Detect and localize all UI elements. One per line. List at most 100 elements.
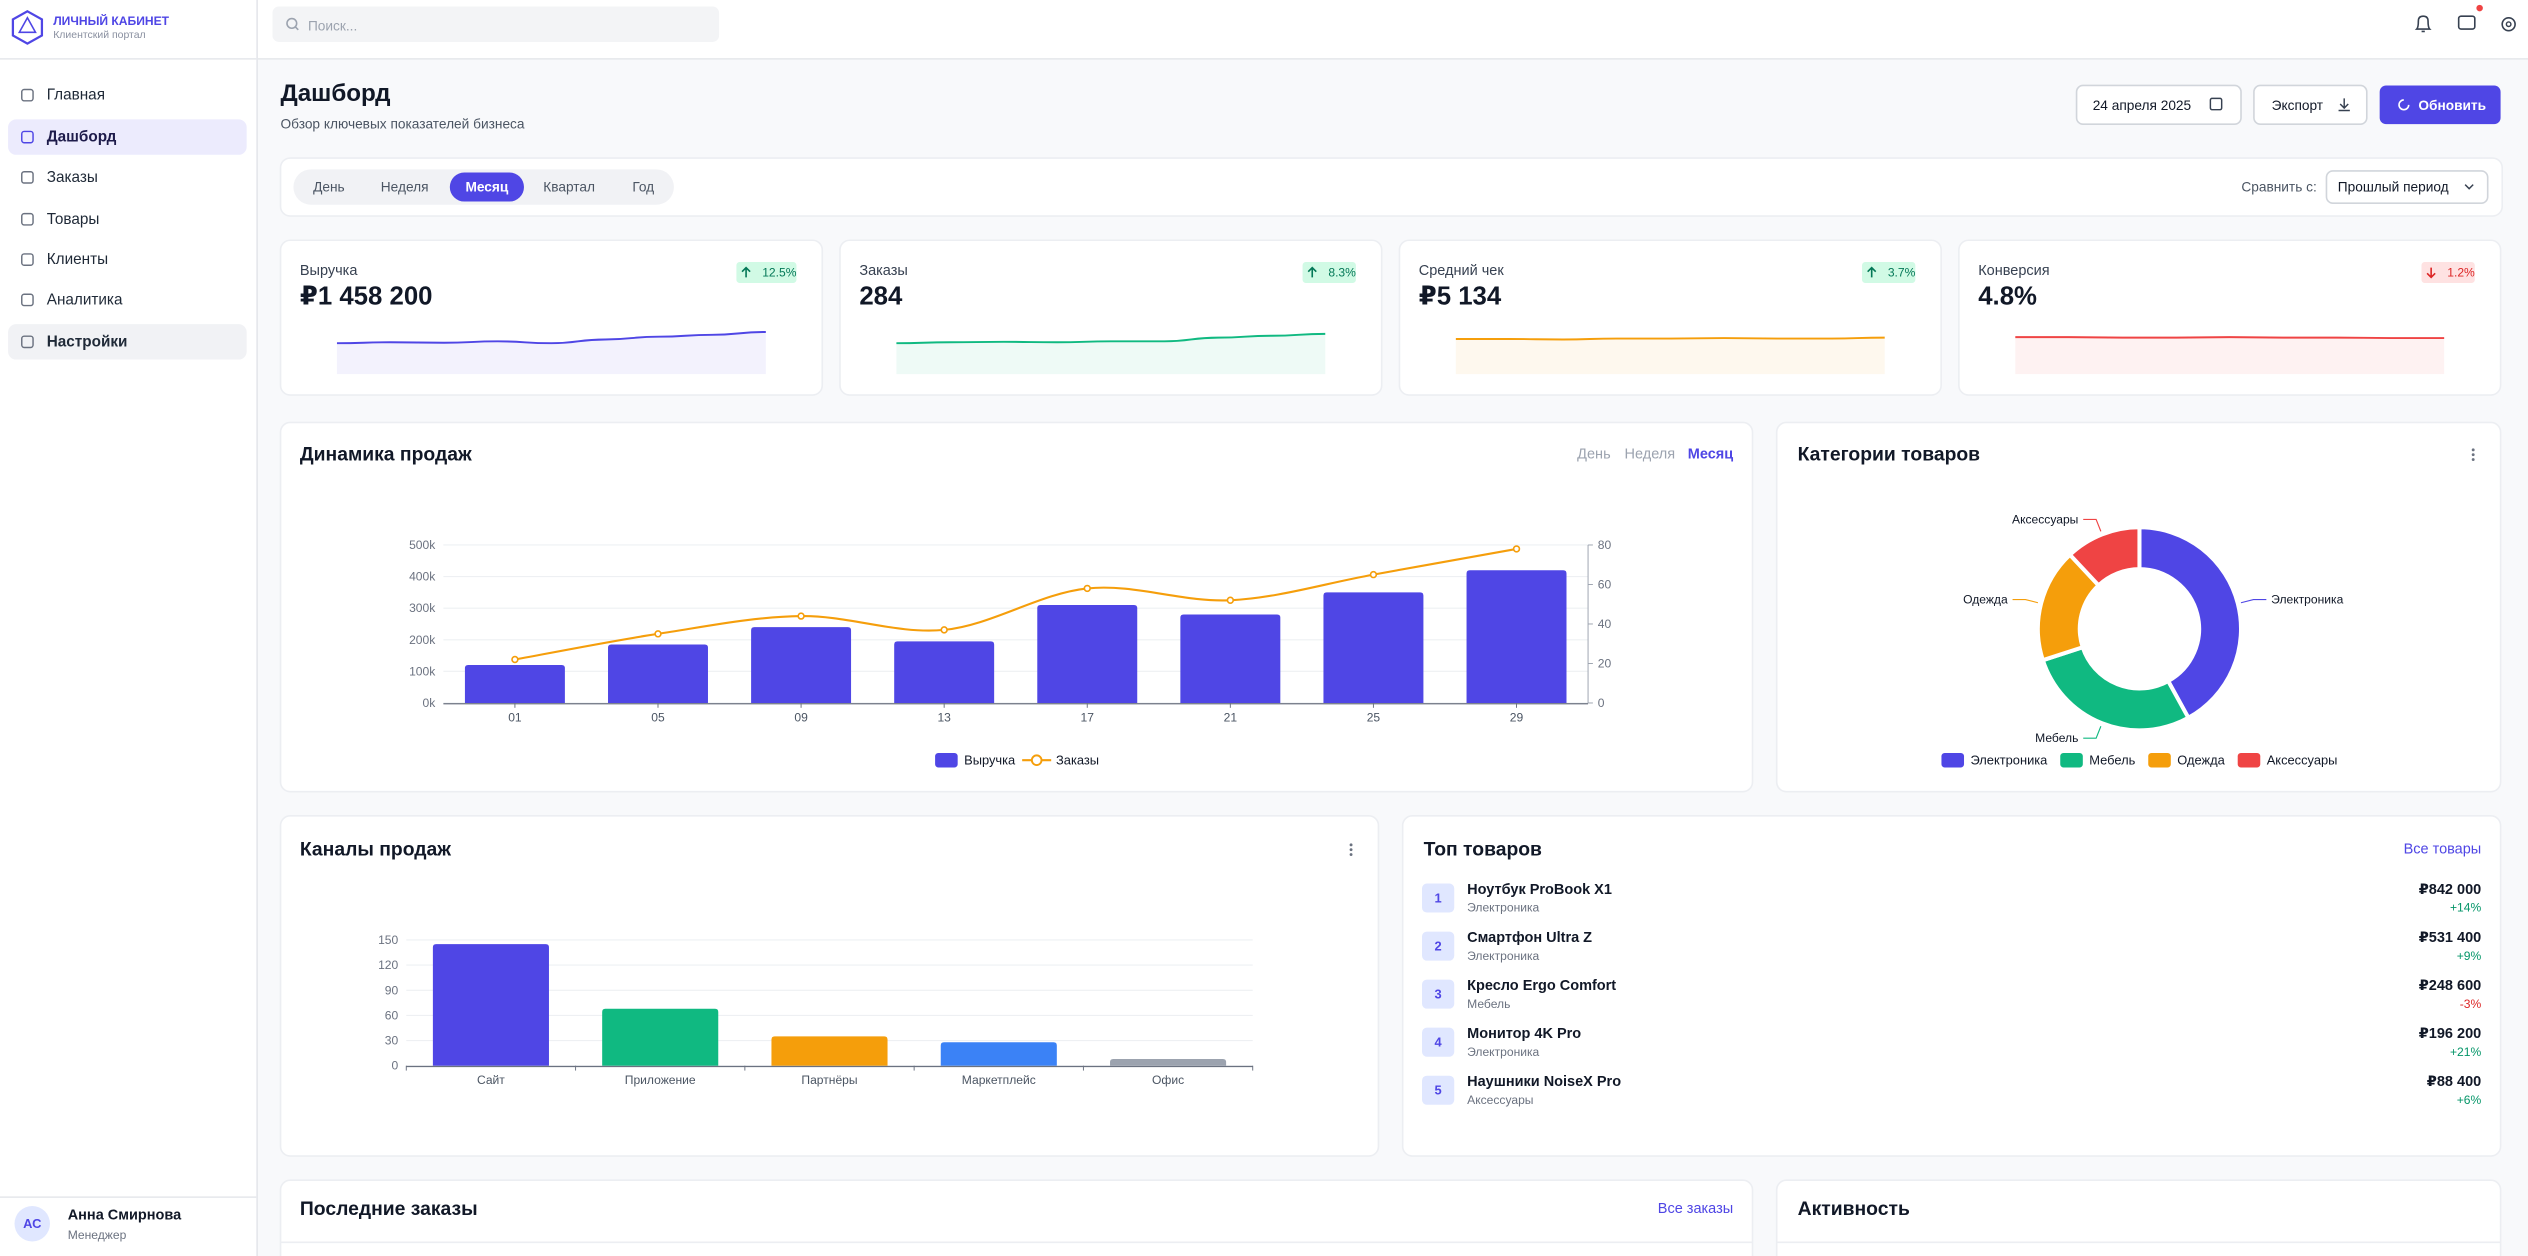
export-label[interactable]: Экспорт bbox=[2272, 98, 2324, 113]
search-icon bbox=[294, 26, 299, 31]
sparkline-area bbox=[1455, 337, 1885, 375]
product-row[interactable]: 2 Смартфон Ultra Z Электроника ₽531 400 +9% bbox=[1422, 930, 2482, 963]
bar bbox=[432, 944, 549, 1066]
x-tick-label: Партнёры bbox=[801, 1073, 857, 1087]
menu-dots[interactable] bbox=[2471, 448, 2475, 452]
menu-item[interactable]: Аналитика bbox=[21, 291, 123, 308]
chat-icon[interactable] bbox=[2457, 15, 2476, 30]
legend-label: Мебель bbox=[2089, 753, 2135, 768]
menu-icon bbox=[21, 130, 34, 144]
menu-label[interactable]: Главная bbox=[47, 87, 105, 104]
line-point bbox=[797, 612, 805, 620]
donut-slice bbox=[2067, 525, 2142, 588]
bar bbox=[751, 627, 852, 703]
menu-dots[interactable] bbox=[2471, 453, 2475, 457]
product-change: +14% bbox=[2450, 901, 2481, 915]
kpi-value: 284 bbox=[859, 283, 903, 311]
menu-hover-bg bbox=[8, 324, 247, 360]
date-button[interactable] bbox=[2075, 84, 2242, 125]
menu-label[interactable]: Аналитика bbox=[47, 291, 123, 308]
calendar-icon bbox=[2209, 97, 2223, 111]
period-tab[interactable]: Квартал bbox=[543, 180, 595, 195]
refresh-label[interactable]: Обновить bbox=[2418, 98, 2486, 113]
period-tab[interactable]: Месяц bbox=[465, 180, 508, 195]
bar bbox=[608, 644, 708, 703]
rank: 5 bbox=[1435, 1083, 1442, 1098]
card-link[interactable]: Все заказы bbox=[1658, 1201, 1733, 1217]
search-placeholder[interactable]: Поиск... bbox=[308, 18, 357, 33]
kpi-badge bbox=[736, 262, 797, 283]
menu-label[interactable]: Настройки bbox=[47, 333, 128, 350]
bar bbox=[940, 1042, 1057, 1066]
menu-item[interactable]: Главная bbox=[21, 87, 105, 104]
refresh-button[interactable] bbox=[2379, 85, 2501, 125]
sparkline-area bbox=[896, 333, 1326, 375]
product-row[interactable]: 1 Ноутбук ProBook X1 Электроника ₽842 000 +1… bbox=[1422, 882, 2481, 915]
chart-tab[interactable]: Месяц bbox=[1688, 447, 1733, 463]
x-tick-label: 05 bbox=[651, 710, 665, 724]
card bbox=[279, 239, 824, 396]
bell-icon[interactable] bbox=[2414, 15, 2432, 33]
menu-dots[interactable] bbox=[1349, 853, 1353, 856]
menu-dots[interactable] bbox=[2471, 458, 2475, 461]
logo bbox=[11, 10, 44, 45]
period-tab[interactable]: День bbox=[313, 180, 345, 195]
menu-dots[interactable] bbox=[1349, 843, 1353, 847]
rank-badge bbox=[1422, 931, 1455, 961]
refresh-icon bbox=[2398, 99, 2410, 111]
compare-value[interactable]: Прошлый период bbox=[2338, 180, 2449, 195]
product-name: Кресло Ergo Comfort bbox=[1467, 978, 1616, 994]
label-leader bbox=[2083, 518, 2102, 532]
menu-item[interactable]: Товары bbox=[21, 211, 100, 228]
product-category: Электроника bbox=[1467, 901, 1539, 915]
y-tick-label: 300k bbox=[409, 601, 436, 615]
sparkline-area bbox=[336, 331, 766, 375]
export-button[interactable] bbox=[2253, 84, 2368, 125]
menu-item[interactable]: Настройки bbox=[8, 324, 247, 360]
legend-swatch bbox=[2148, 752, 2171, 768]
date[interactable]: 24 апреля 2025 bbox=[2093, 98, 2192, 113]
menu-item[interactable]: Заказы bbox=[21, 169, 98, 186]
legend-swatch bbox=[1941, 752, 1965, 768]
menu-icon bbox=[21, 88, 34, 102]
legend-swatch bbox=[2060, 752, 2083, 768]
y-tick-label: 90 bbox=[385, 983, 399, 997]
settings-icon[interactable] bbox=[2501, 16, 2516, 32]
menu-label[interactable]: Клиенты bbox=[47, 251, 108, 268]
period-tab[interactable]: Год bbox=[632, 180, 654, 195]
menu-item[interactable]: Клиенты bbox=[21, 251, 108, 268]
card bbox=[279, 157, 2504, 217]
y-tick-label: 60 bbox=[385, 1008, 399, 1022]
menu-item[interactable]: Дашборд bbox=[8, 119, 247, 155]
kpi-change: 1.2% bbox=[2447, 266, 2475, 280]
product-row[interactable]: 5 Наушники NoiseX Pro Аксессуары ₽88 400 +6% bbox=[1422, 1074, 2482, 1107]
chart-tab[interactable]: День bbox=[1577, 447, 1610, 463]
search[interactable] bbox=[272, 6, 720, 42]
bar bbox=[1323, 592, 1424, 703]
rank: 3 bbox=[1435, 987, 1442, 1002]
slice-label: Одежда bbox=[1963, 593, 2008, 607]
legend-label: Заказы bbox=[1056, 753, 1099, 768]
period-tab[interactable]: Неделя bbox=[381, 180, 429, 195]
compare-select[interactable] bbox=[2325, 170, 2489, 204]
card-link[interactable]: Все товары bbox=[2404, 842, 2482, 858]
product-row[interactable]: 3 Кресло Ergo Comfort Мебель ₽248 600 -3% bbox=[1422, 978, 2482, 1011]
menu-dots[interactable] bbox=[1349, 848, 1353, 852]
kpi-badge bbox=[2421, 262, 2475, 283]
y2-tick-label: 40 bbox=[1598, 617, 1612, 631]
x-tick-label: 01 bbox=[508, 710, 522, 724]
x-tick-label: 25 bbox=[1367, 710, 1381, 724]
menu-label[interactable]: Товары bbox=[47, 211, 100, 228]
product-name: Смартфон Ultra Z bbox=[1467, 930, 1592, 946]
rank-badge bbox=[1422, 1075, 1455, 1105]
kpi-value: ₽5 134 bbox=[1419, 283, 1502, 311]
menu-icon bbox=[21, 293, 34, 307]
menu-icon bbox=[21, 212, 34, 226]
menu-label[interactable]: Дашборд bbox=[47, 129, 117, 146]
chart-tab[interactable]: Неделя bbox=[1625, 447, 1676, 463]
product-category: Аксессуары bbox=[1467, 1093, 1533, 1107]
card bbox=[1398, 239, 1942, 396]
product-row[interactable]: 4 Монитор 4K Pro Электроника ₽196 200 +21% bbox=[1422, 1026, 2481, 1059]
menu-label[interactable]: Заказы bbox=[47, 169, 98, 186]
